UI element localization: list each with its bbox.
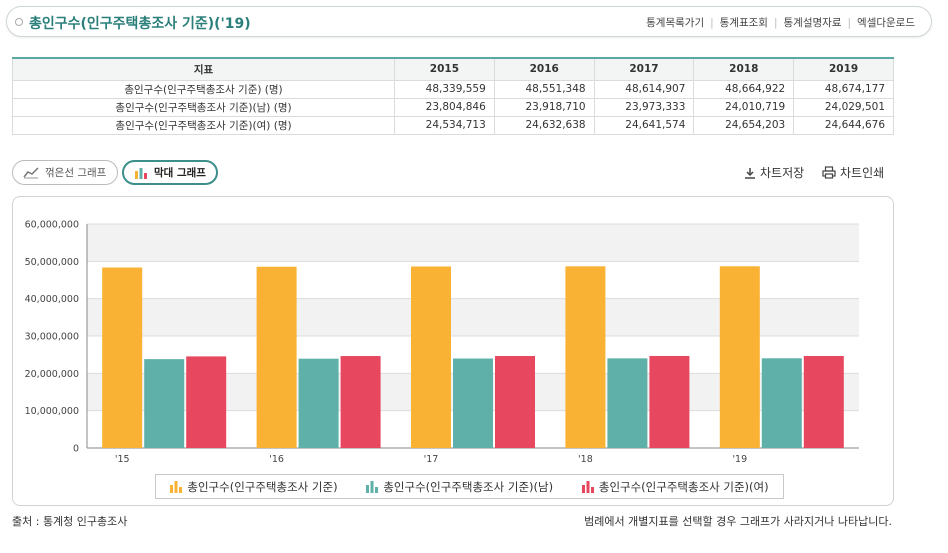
bar-male <box>607 358 648 448</box>
table-cell: 48,614,907 <box>593 79 695 99</box>
legend-item-female[interactable]: 총인구수(인구주택총조사 기준)(여) <box>581 479 769 495</box>
legend-label: 총인구수(인구주택총조사 기준)(남) <box>383 479 554 494</box>
legend-label: 총인구수(인구주택총조사 기준)(여) <box>598 479 769 494</box>
bar-total <box>411 266 451 448</box>
row-label: 총인구수(인구주택총조사 기준)(남) (명) <box>12 97 395 117</box>
line-chart-icon <box>23 166 39 178</box>
y-tick-label: 40,000,000 <box>25 294 79 305</box>
link-stat-list[interactable]: 통계목록가기 <box>646 17 705 29</box>
link-divider: | <box>847 16 852 29</box>
grid-band <box>87 224 859 262</box>
chart-save-button[interactable]: 차트저장 <box>744 164 804 181</box>
bar-female <box>495 356 535 448</box>
row-label: 총인구수(인구주택총조사 기준) (명) <box>12 79 395 99</box>
link-divider: | <box>710 16 714 29</box>
y-tick-label: 50,000,000 <box>25 257 79 268</box>
table-cell: 24,644,676 <box>793 115 894 135</box>
table-cell: 23,973,333 <box>593 97 695 117</box>
chart-save-label: 차트저장 <box>760 166 805 180</box>
printer-icon <box>822 166 836 179</box>
top-links: 통계목록가기 | 통계표조회 | 통계설명자료 | 엑셀다운로드 <box>646 15 915 30</box>
bar-graph-tab-label: 막대 그래프 <box>154 167 206 179</box>
bar-graph-tab[interactable]: 막대 그래프 <box>122 160 218 185</box>
table-cell: 48,664,922 <box>693 79 795 99</box>
chart-legend: 총인구수(인구주택총조사 기준) 총인구수(인구주택총조사 기준)(남) 총인구… <box>155 474 784 499</box>
legend-bar-icon <box>366 480 379 493</box>
chart-print-button[interactable]: 차트인쇄 <box>822 164 884 181</box>
table-row: 총인구수(인구주택총조사 기준)(남) (명) 23,804,846 23,91… <box>12 97 894 117</box>
table-cell: 23,918,710 <box>493 97 595 117</box>
bar-male <box>298 358 339 448</box>
bar-female <box>186 356 227 448</box>
col-header-2015: 2015 <box>394 57 495 81</box>
chart-print-label: 차트인쇄 <box>840 166 885 180</box>
bar-total <box>102 267 143 448</box>
table-cell: 48,339,559 <box>394 79 495 99</box>
bar-male <box>453 358 493 448</box>
link-excel-download[interactable]: 엑셀다운로드 <box>857 17 915 29</box>
title-bullet-icon <box>15 18 23 26</box>
col-header-2018: 2018 <box>693 57 795 81</box>
x-tick-label: '18 <box>578 454 593 465</box>
table-cell: 24,641,574 <box>593 115 695 135</box>
bar-female <box>649 355 690 448</box>
bar-chart-icon <box>135 167 147 179</box>
legend-hint: 범례에서 개별지표를 선택할 경우 그래프가 사라지거나 나타납니다. <box>584 515 892 528</box>
legend-label: 총인구수(인구주택총조사 기준) <box>187 479 338 494</box>
download-icon <box>745 167 755 179</box>
data-table: 지표 2015 2016 2017 2018 2019 총인구수(인구주택총조사… <box>12 57 894 135</box>
col-header-indicator: 지표 <box>12 57 395 81</box>
x-tick-label: '17 <box>424 454 439 465</box>
bar-male <box>144 359 185 448</box>
table-cell: 24,010,719 <box>693 97 795 117</box>
line-graph-tab[interactable]: 꺾은선 그래프 <box>12 160 118 185</box>
bar-total <box>719 266 760 448</box>
bar-total <box>565 266 606 448</box>
col-header-2019: 2019 <box>793 57 894 81</box>
legend-bar-icon <box>170 480 183 493</box>
x-tick-label: '16 <box>269 454 284 465</box>
y-tick-label: 30,000,000 <box>25 332 79 343</box>
table-cell: 24,654,203 <box>693 115 795 135</box>
table-cell: 24,534,713 <box>394 115 495 135</box>
page-title: 총인구수(인구주택총조사 기준)('19) <box>29 16 251 32</box>
bar-female <box>803 355 844 448</box>
link-divider: | <box>773 16 778 29</box>
table-cell: 48,674,177 <box>793 79 894 99</box>
line-graph-tab-label: 꺾은선 그래프 <box>45 167 107 179</box>
bar-chart: 0 10,000,000 20,000,000 30,000,000 40,000,00… <box>25 220 859 465</box>
y-tick-label: 60,000,000 <box>25 220 79 231</box>
bar-total <box>256 266 297 448</box>
table-cell: 48,551,348 <box>493 79 595 99</box>
table-header-row: 지표 2015 2016 2017 2018 2019 <box>12 57 894 81</box>
y-tick-label: 20,000,000 <box>25 369 79 380</box>
row-label: 총인구수(인구주택총조사 기준)(여) (명) <box>12 115 395 135</box>
title-bar: 총인구수(인구주택총조사 기준)('19) 통계목록가기 | 통계표조회 | 통… <box>6 6 932 37</box>
link-stat-description[interactable]: 통계설명자료 <box>783 17 842 29</box>
chart-panel: 0 10,000,000 20,000,000 30,000,000 40,000,00… <box>12 196 894 506</box>
legend-item-male[interactable]: 총인구수(인구주택총조사 기준)(남) <box>366 479 553 495</box>
y-tick-label: 10,000,000 <box>25 406 79 417</box>
y-tick-label: 0 <box>73 444 79 455</box>
x-tick-label: '15 <box>115 454 130 465</box>
table-cell: 23,804,846 <box>394 97 495 117</box>
link-stat-table[interactable]: 통계표조회 <box>719 17 768 29</box>
legend-bar-icon <box>581 480 594 493</box>
bar-male <box>761 358 802 448</box>
table-cell: 24,029,501 <box>793 97 894 117</box>
table-cell: 24,632,638 <box>493 115 595 135</box>
x-tick-label: '19 <box>732 454 747 465</box>
table-row: 총인구수(인구주택총조사 기준) (명) 48,339,559 48,551,3… <box>12 79 894 99</box>
col-header-2016: 2016 <box>493 57 595 81</box>
col-header-2017: 2017 <box>593 57 695 81</box>
table-row: 총인구수(인구주택총조사 기준)(여) (명) 24,534,713 24,63… <box>12 115 894 135</box>
bar-female <box>340 356 381 448</box>
source-note: 출처 : 통계청 인구총조사 <box>12 515 128 528</box>
legend-item-total[interactable]: 총인구수(인구주택총조사 기준) <box>170 479 338 495</box>
